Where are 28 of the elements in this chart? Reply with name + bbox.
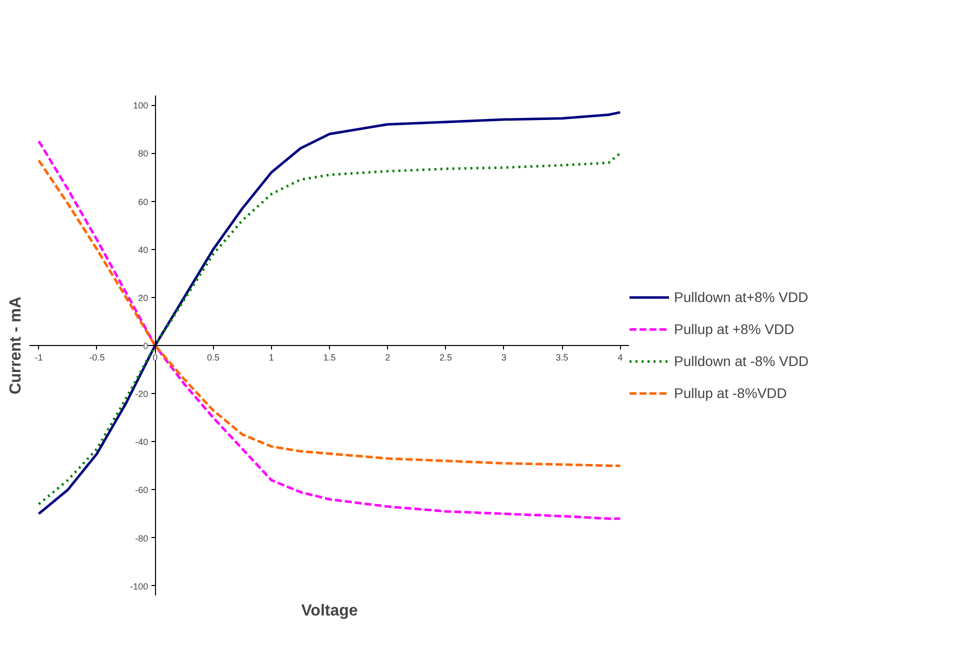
x-tick-label: 3.5 — [556, 352, 568, 362]
y-tick-label: 80 — [138, 148, 148, 159]
x-tick-label: 1 — [268, 352, 274, 362]
x-tick-label: -0.5 — [89, 352, 105, 362]
x-tick-label: 0.5 — [206, 352, 220, 362]
x-axis-title: Voltage — [301, 602, 358, 620]
x-tick-label: 1.5 — [323, 352, 336, 362]
y-tick-label: 100 — [133, 100, 148, 111]
x-tick-label: -1 — [34, 352, 43, 362]
x-tick-label: 0 — [152, 352, 158, 362]
legend-label: Pullup at +8% VDD — [674, 321, 794, 337]
y-tick-label: 0 — [143, 341, 148, 351]
legend-label: Pullup at -8%VDD — [674, 385, 787, 401]
x-tick-label: 3 — [501, 352, 506, 362]
y-tick-label: -40 — [135, 437, 148, 448]
y-tick-label: -100 — [130, 581, 148, 592]
y-tick-label: 20 — [138, 292, 148, 303]
y-tick-label: -20 — [135, 389, 148, 400]
legend-label: Pulldown at -8% VDD — [674, 353, 809, 369]
y-tick-label: 40 — [138, 244, 148, 255]
y-tick-label: -80 — [135, 533, 148, 544]
y-axis-title: Current - mA — [8, 296, 24, 394]
x-tick-label: 2 — [385, 352, 390, 362]
x-tick-label: 2.5 — [440, 352, 452, 362]
y-tick-label: 60 — [138, 196, 148, 207]
x-tick-label: 4 — [618, 352, 623, 362]
legend-label: Pulldown at+8% VDD — [674, 289, 808, 305]
y-tick-label: -60 — [135, 485, 148, 496]
